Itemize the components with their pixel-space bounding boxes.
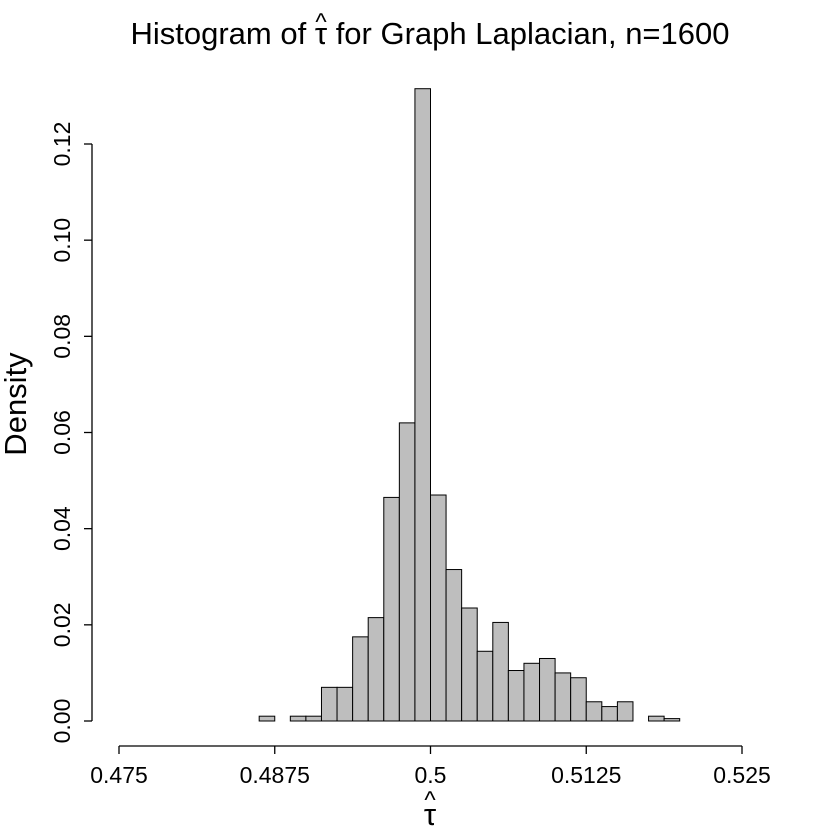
histogram-bar bbox=[320, 686, 338, 722]
x-tick-label: 0.5 bbox=[415, 762, 447, 788]
title-hat: ^ bbox=[315, 9, 327, 36]
histogram-bar bbox=[461, 607, 478, 722]
x-tick-label: 0.4875 bbox=[240, 762, 310, 788]
y-tick-label: 0.04 bbox=[49, 506, 75, 551]
histogram-bar bbox=[258, 715, 276, 722]
y-axis: 0.00 0.02 0.04 0.06 0.08 0.10 0.12 bbox=[49, 122, 93, 744]
histogram-bar bbox=[570, 677, 587, 722]
y-tick-label: 0.10 bbox=[49, 218, 75, 263]
y-tick-label: 0.00 bbox=[49, 699, 75, 744]
histogram-bar bbox=[445, 569, 463, 722]
histogram-bar bbox=[430, 494, 447, 722]
chart-title: Histogram of τ for Graph Laplacian, n=16… bbox=[130, 16, 729, 51]
histogram-bar bbox=[523, 662, 541, 722]
y-tick-label: 0.08 bbox=[49, 314, 75, 359]
histogram-bar bbox=[554, 672, 572, 722]
y-axis-title: Density bbox=[0, 352, 33, 456]
histogram-bar bbox=[476, 650, 494, 722]
title-symbol: τ bbox=[315, 16, 327, 51]
histogram-bar bbox=[414, 88, 431, 722]
histogram-bar bbox=[367, 617, 385, 722]
histogram-bar bbox=[398, 422, 416, 722]
x-axis-title-hat: ^ bbox=[424, 787, 436, 814]
y-tick-label: 0.02 bbox=[49, 602, 75, 647]
histogram-bar bbox=[648, 715, 665, 722]
histogram-bar bbox=[601, 706, 618, 722]
x-tick-label: 0.5125 bbox=[551, 762, 621, 788]
histogram-bar bbox=[492, 621, 509, 722]
x-axis: 0.475 0.4875 0.5 0.5125 0.525 bbox=[90, 745, 771, 788]
histogram-bar bbox=[663, 718, 681, 722]
histogram-bar bbox=[539, 657, 556, 722]
histogram-bar bbox=[289, 715, 307, 722]
histogram-bars bbox=[258, 88, 681, 722]
histogram-bar bbox=[507, 670, 525, 722]
x-tick-label: 0.525 bbox=[713, 762, 771, 788]
title-suffix: for Graph Laplacian, n=1600 bbox=[327, 16, 729, 51]
histogram-bar bbox=[336, 686, 354, 722]
title-prefix: Histogram of bbox=[130, 16, 314, 51]
x-tick-label: 0.475 bbox=[90, 762, 148, 788]
histogram-bar bbox=[585, 701, 603, 722]
y-tick-label: 0.06 bbox=[49, 410, 75, 455]
x-axis-title-symbol: τ bbox=[424, 797, 436, 830]
histogram-bar bbox=[616, 701, 634, 722]
histogram-bar bbox=[383, 496, 400, 722]
histogram-bar bbox=[352, 636, 369, 722]
histogram-bar bbox=[305, 715, 322, 722]
y-tick-label: 0.12 bbox=[49, 122, 75, 167]
